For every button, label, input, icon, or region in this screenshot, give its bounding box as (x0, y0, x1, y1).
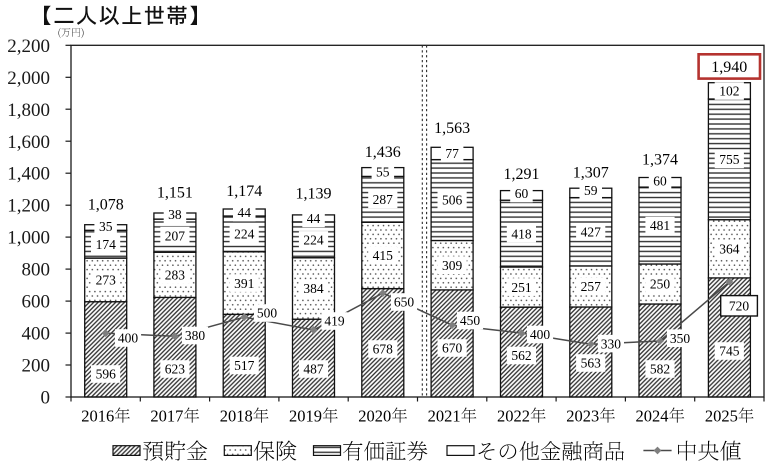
svg-text:1,139: 1,139 (296, 186, 332, 203)
svg-text:60: 60 (653, 174, 667, 189)
svg-text:224: 224 (234, 227, 255, 242)
svg-text:1,000: 1,000 (7, 228, 50, 249)
svg-text:500: 500 (257, 306, 278, 321)
svg-text:1,374: 1,374 (642, 152, 678, 169)
svg-text:563: 563 (581, 356, 602, 371)
svg-text:1,400: 1,400 (7, 164, 50, 185)
svg-text:2021: 2021 (428, 407, 461, 426)
svg-text:2,000: 2,000 (7, 68, 50, 89)
svg-text:800: 800 (22, 260, 51, 281)
svg-text:415: 415 (373, 248, 394, 263)
svg-text:391: 391 (234, 276, 254, 291)
svg-text:427: 427 (581, 224, 602, 239)
svg-text:596: 596 (96, 367, 117, 382)
svg-text:506: 506 (442, 193, 463, 208)
svg-text:1,800: 1,800 (7, 100, 50, 121)
svg-text:55: 55 (376, 165, 390, 180)
svg-text:364: 364 (719, 242, 740, 257)
svg-text:380: 380 (185, 328, 206, 343)
svg-text:2018: 2018 (220, 407, 253, 426)
svg-text:273: 273 (96, 273, 117, 288)
svg-text:2022: 2022 (497, 407, 530, 426)
svg-text:1,151: 1,151 (157, 185, 193, 202)
svg-text:2019: 2019 (289, 407, 322, 426)
svg-text:600: 600 (22, 292, 51, 313)
svg-text:2023: 2023 (566, 407, 599, 426)
svg-text:38: 38 (168, 207, 182, 222)
svg-text:250: 250 (650, 277, 671, 292)
svg-text:0: 0 (41, 388, 51, 409)
svg-text:481: 481 (650, 218, 670, 233)
svg-text:2017: 2017 (150, 407, 183, 426)
svg-text:207: 207 (165, 228, 186, 243)
svg-text:251: 251 (511, 280, 531, 295)
svg-text:623: 623 (165, 362, 186, 377)
svg-text:77: 77 (445, 146, 459, 161)
svg-text:2016: 2016 (81, 407, 114, 426)
svg-text:562: 562 (511, 348, 531, 363)
svg-text:60: 60 (515, 186, 529, 201)
svg-text:2020: 2020 (358, 407, 391, 426)
svg-text:755: 755 (719, 152, 740, 167)
svg-text:418: 418 (511, 226, 532, 241)
svg-text:1,436: 1,436 (365, 144, 401, 161)
svg-text:400: 400 (22, 324, 51, 345)
svg-text:2,200: 2,200 (7, 36, 50, 57)
svg-text:400: 400 (530, 327, 551, 342)
svg-text:400: 400 (118, 331, 139, 346)
svg-text:257: 257 (581, 279, 602, 294)
svg-text:309: 309 (442, 258, 463, 273)
svg-text:350: 350 (670, 331, 691, 346)
svg-text:1,563: 1,563 (434, 120, 470, 137)
svg-text:487: 487 (303, 362, 324, 377)
svg-text:283: 283 (165, 267, 186, 282)
svg-text:35: 35 (99, 219, 113, 234)
svg-text:200: 200 (22, 356, 51, 377)
svg-text:650: 650 (394, 295, 415, 310)
svg-text:517: 517 (234, 358, 255, 373)
svg-text:59: 59 (584, 183, 598, 198)
svg-text:44: 44 (307, 211, 321, 226)
svg-text:1,600: 1,600 (7, 132, 50, 153)
svg-text:2024: 2024 (636, 407, 669, 426)
svg-text:419: 419 (324, 314, 345, 329)
svg-text:287: 287 (373, 192, 394, 207)
svg-text:2025: 2025 (705, 407, 738, 426)
svg-text:450: 450 (460, 313, 481, 328)
svg-text:1,940: 1,940 (711, 59, 747, 76)
svg-text:1,291: 1,291 (504, 166, 540, 183)
svg-text:224: 224 (303, 233, 324, 248)
svg-text:102: 102 (719, 84, 739, 99)
svg-text:330: 330 (601, 336, 622, 351)
svg-text:174: 174 (96, 237, 117, 252)
svg-text:670: 670 (442, 341, 463, 356)
svg-text:1,200: 1,200 (7, 196, 50, 217)
svg-text:1,307: 1,307 (573, 165, 609, 182)
svg-text:44: 44 (237, 205, 251, 220)
svg-text:678: 678 (373, 342, 394, 357)
svg-text:582: 582 (650, 362, 670, 377)
svg-text:720: 720 (729, 299, 750, 314)
svg-text:384: 384 (303, 281, 324, 296)
svg-text:1,174: 1,174 (226, 183, 262, 200)
svg-text:1,078: 1,078 (88, 197, 124, 214)
svg-text:745: 745 (719, 344, 740, 359)
